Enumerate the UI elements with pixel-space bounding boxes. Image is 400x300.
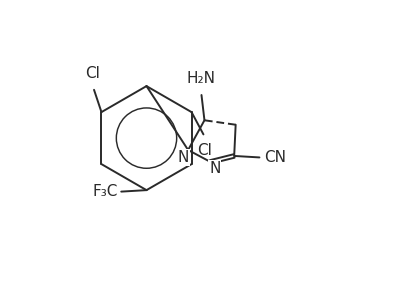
Text: Cl: Cl	[198, 143, 212, 158]
Text: H₂N: H₂N	[187, 71, 216, 86]
Text: F₃C: F₃C	[93, 184, 118, 199]
Text: Cl: Cl	[85, 67, 100, 82]
Text: N: N	[178, 150, 189, 165]
Text: CN: CN	[264, 150, 286, 165]
Text: N: N	[209, 161, 220, 176]
